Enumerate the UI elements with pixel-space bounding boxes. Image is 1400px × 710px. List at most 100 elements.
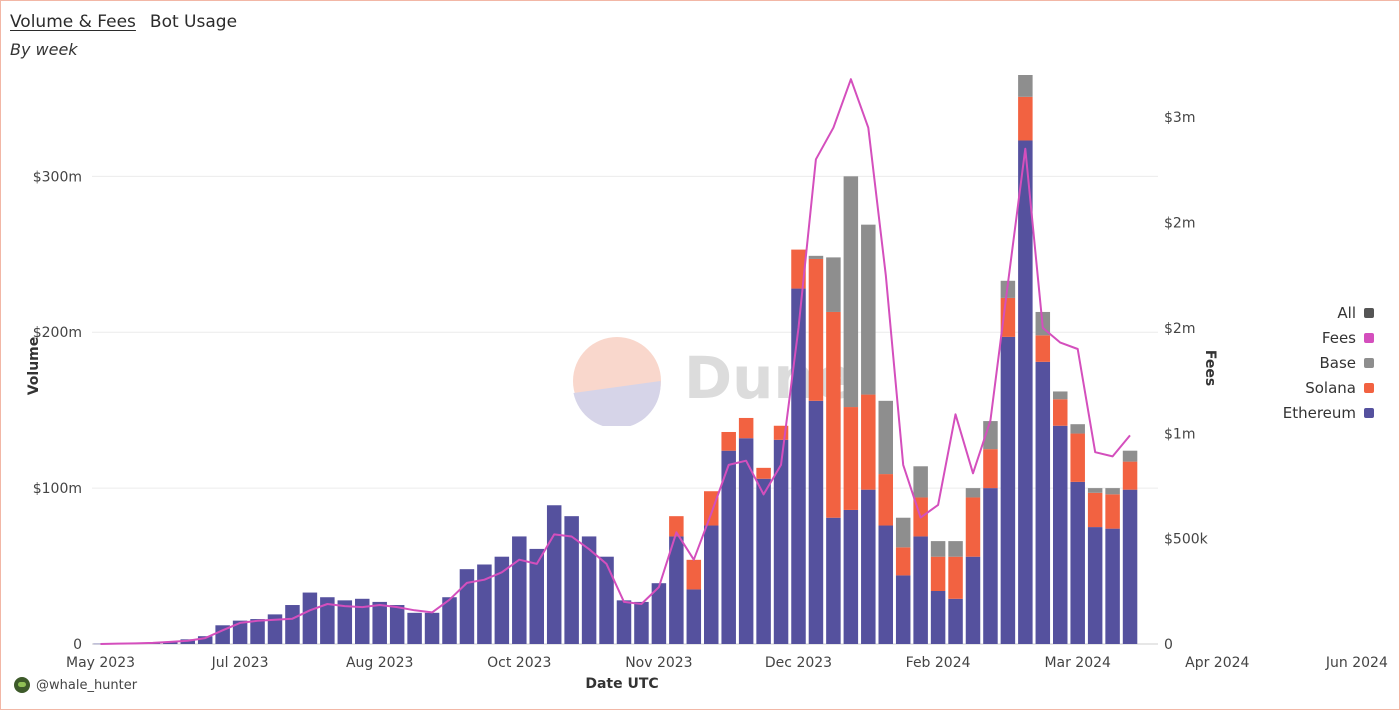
bar-ethereum bbox=[215, 625, 230, 644]
bar-base bbox=[1070, 424, 1085, 434]
y-tick-label: 0 bbox=[73, 637, 82, 653]
legend-swatch bbox=[1364, 382, 1374, 393]
bar-ethereum bbox=[913, 536, 928, 644]
bar-ethereum bbox=[983, 488, 998, 644]
bar-solana bbox=[704, 491, 719, 526]
bar-ethereum bbox=[1053, 425, 1068, 644]
y-axis-title: Volume bbox=[26, 337, 42, 396]
bar-solana bbox=[861, 394, 876, 490]
bar-base bbox=[1087, 488, 1103, 493]
legend-swatch bbox=[1364, 307, 1374, 318]
y2-tick-label: $1m bbox=[1164, 426, 1195, 442]
fees-line bbox=[100, 78, 1131, 645]
bar-solana bbox=[895, 547, 911, 576]
bar-ethereum bbox=[546, 505, 562, 644]
bar-ethereum bbox=[1087, 527, 1103, 644]
legend-item-solana[interactable]: Solana bbox=[1262, 375, 1374, 400]
legend-label: Base bbox=[1319, 353, 1356, 372]
legend-label: Ethereum bbox=[1282, 403, 1356, 422]
bar-ethereum bbox=[773, 439, 789, 644]
bar-ethereum bbox=[581, 536, 597, 644]
legend-item-ethereum[interactable]: Ethereum bbox=[1262, 400, 1374, 425]
bar-solana bbox=[878, 474, 893, 526]
bar-ethereum bbox=[372, 601, 387, 644]
bar-ethereum bbox=[1070, 481, 1085, 644]
bar-ethereum bbox=[669, 536, 684, 644]
bar-ethereum bbox=[721, 450, 736, 644]
bar-base bbox=[965, 488, 981, 498]
bar-base bbox=[913, 466, 928, 498]
bar-base bbox=[878, 400, 893, 475]
x-tick-label: Jun 2024 bbox=[1325, 655, 1388, 671]
watermark-text: Dune bbox=[684, 344, 855, 412]
bar-ethereum bbox=[651, 583, 667, 644]
bar-ethereum bbox=[250, 619, 265, 644]
y2-tick-label: $2m bbox=[1164, 321, 1195, 337]
bar-ethereum bbox=[285, 605, 300, 644]
bar-base bbox=[861, 224, 876, 395]
bar-solana bbox=[826, 311, 841, 518]
bar-ethereum bbox=[686, 589, 702, 644]
x-tick-label: Feb 2024 bbox=[906, 655, 971, 671]
tab-bot-usage[interactable]: Bot Usage bbox=[149, 12, 238, 32]
tab-volume-fees[interactable]: Volume & Fees bbox=[10, 12, 136, 32]
bar-ethereum bbox=[1018, 140, 1033, 644]
y-tick-label: $200m bbox=[33, 325, 82, 341]
bar-solana bbox=[791, 249, 806, 289]
author-footer: @whale_hunter bbox=[14, 677, 137, 693]
bar-base bbox=[948, 541, 963, 557]
bar-base bbox=[843, 176, 859, 408]
bar-solana bbox=[669, 516, 684, 537]
bar-ethereum bbox=[320, 597, 335, 644]
bar-ethereum bbox=[878, 525, 893, 644]
bar-solana bbox=[983, 449, 998, 489]
bar-ethereum bbox=[564, 516, 579, 644]
bar-ethereum bbox=[791, 288, 806, 644]
bar-ethereum bbox=[232, 620, 248, 644]
legend-swatch bbox=[1364, 407, 1374, 418]
legend-item-base[interactable]: Base bbox=[1262, 350, 1374, 375]
bar-ethereum bbox=[1035, 361, 1051, 644]
tab-bar: Volume & Fees Bot Usage bbox=[10, 12, 237, 32]
bar-ethereum bbox=[634, 601, 649, 644]
bar-solana bbox=[721, 431, 736, 451]
y-tick-label: $100m bbox=[33, 481, 82, 497]
bar-ethereum bbox=[948, 598, 963, 644]
bar-solana bbox=[686, 559, 702, 590]
bar-solana bbox=[1087, 492, 1103, 528]
bar-solana bbox=[1105, 494, 1120, 529]
chart-subtitle: By week bbox=[10, 40, 78, 59]
bar-ethereum bbox=[1122, 489, 1138, 644]
legend-label: All bbox=[1337, 303, 1356, 322]
bar-ethereum bbox=[197, 636, 213, 644]
legend-item-fees[interactable]: Fees bbox=[1262, 325, 1374, 350]
bar-ethereum bbox=[389, 605, 405, 644]
bar-ethereum bbox=[756, 478, 771, 644]
legend-label: Solana bbox=[1305, 378, 1356, 397]
bar-ethereum bbox=[616, 600, 632, 644]
bar-base bbox=[1122, 450, 1138, 462]
bar-ethereum bbox=[1105, 528, 1120, 644]
bar-base bbox=[1105, 488, 1120, 495]
bar-ethereum bbox=[407, 612, 422, 644]
bar-ethereum bbox=[267, 614, 283, 644]
legend-item-all[interactable]: All bbox=[1262, 300, 1374, 325]
bar-ethereum bbox=[442, 597, 457, 644]
author-handle[interactable]: @whale_hunter bbox=[36, 677, 138, 693]
bar-solana bbox=[1035, 335, 1051, 362]
bar-solana bbox=[930, 556, 946, 591]
legend-swatch bbox=[1364, 357, 1374, 368]
y-tick-label: $300m bbox=[33, 169, 82, 185]
bar-ethereum bbox=[302, 592, 318, 644]
bar-ethereum bbox=[337, 600, 353, 644]
avatar bbox=[14, 677, 30, 693]
bar-base bbox=[895, 517, 911, 548]
bar-ethereum bbox=[930, 590, 946, 644]
bar-ethereum bbox=[704, 525, 719, 644]
bar-base bbox=[930, 541, 946, 557]
bar-ethereum bbox=[599, 556, 614, 644]
bar-base bbox=[826, 257, 841, 312]
bar-base bbox=[808, 255, 824, 259]
chart-legend: All Fees Base Solana Ethereum bbox=[1262, 300, 1374, 425]
